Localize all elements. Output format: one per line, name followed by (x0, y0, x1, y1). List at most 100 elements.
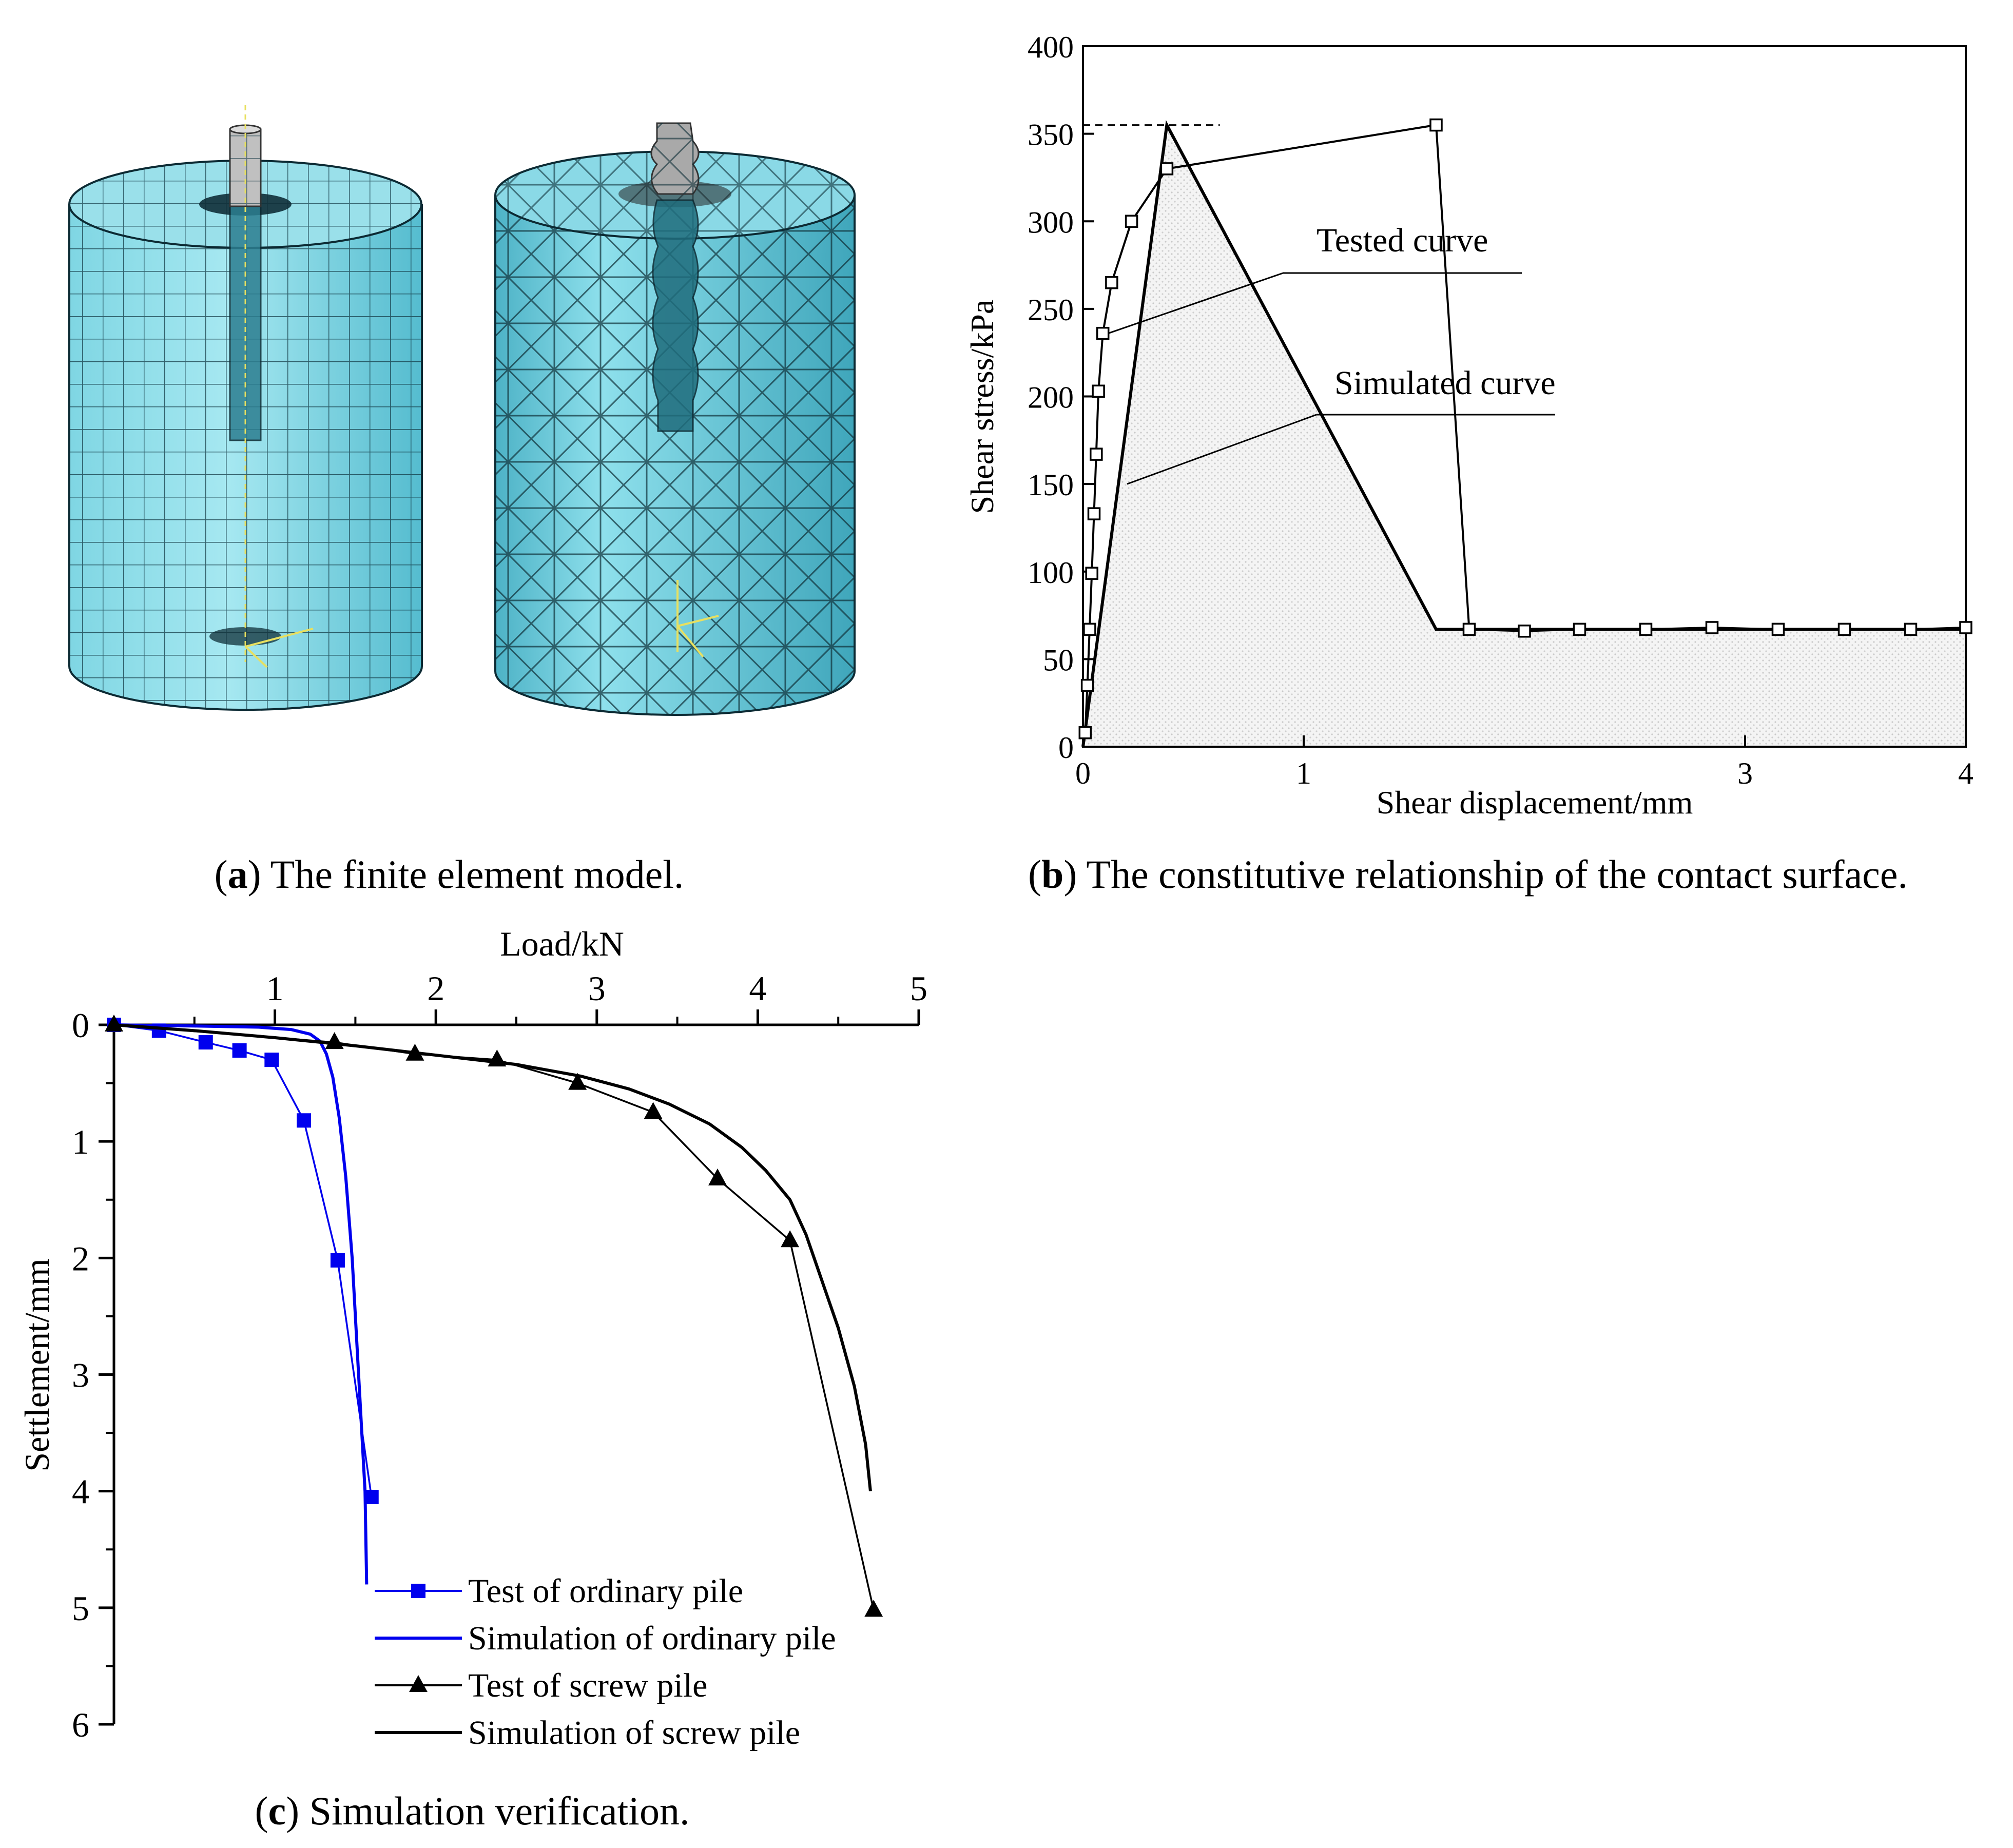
tested-data-point (1429, 118, 1443, 132)
data-point (644, 1102, 663, 1119)
simulated-curve-line (1081, 120, 1966, 747)
series-line (113, 1024, 373, 1497)
tested-data-point (1125, 215, 1138, 228)
x-axis-label: Load/kN (500, 924, 624, 963)
x-tick-label: 5 (910, 969, 927, 1008)
legend-label: Simulation of ordinary pile (468, 1620, 836, 1657)
legend-swatch-marker (409, 1675, 428, 1692)
data-point (864, 1600, 883, 1617)
panel-c-caption: (c) Simulation verification. (255, 1788, 690, 1833)
tested-data-point (1462, 623, 1476, 636)
legend-item: Simulation of ordinary pile (375, 1620, 836, 1657)
x-tick-label: 4 (749, 969, 766, 1008)
tested-data-point (1090, 448, 1103, 461)
y-tick-label: 0 (72, 1006, 89, 1045)
x-axis-label: Shear displacement/mm (1377, 784, 1693, 821)
data-point (198, 1035, 213, 1050)
series-line (113, 1023, 369, 1585)
y-tick-label: 3 (72, 1356, 89, 1395)
panel-b-constitutive-chart: 0 50 100 150 200 250 300 350 400 0 1 3 4 Tested cur… (964, 30, 1973, 897)
x-axis-ticks: 0 1 3 4 (1075, 735, 1973, 790)
tested-data-point (1160, 162, 1174, 176)
tested-curve-label: Tested curve (1317, 222, 1488, 259)
y-tick-label: 250 (1028, 293, 1074, 327)
y-tick-label: 6 (72, 1705, 89, 1744)
simulated-curve-label: Simulated curve (1334, 364, 1556, 402)
cylinder-model-ordinary-pile (68, 105, 423, 711)
tested-data-point (1518, 625, 1531, 638)
data-point (781, 1230, 800, 1248)
legend: Test of ordinary pile Simulation of ordin… (366, 1572, 836, 1752)
y-axis-label: Shear stress/kPa (964, 300, 1000, 514)
y-tick-label: 350 (1028, 118, 1074, 152)
legend-item: Test of screw pile (375, 1667, 707, 1704)
y-tick-label: 100 (1028, 556, 1074, 590)
legend-item: Simulation of screw pile (375, 1714, 800, 1752)
data-point (325, 1032, 344, 1049)
series-line (113, 1024, 875, 1610)
legend-label: Simulation of screw pile (468, 1714, 800, 1752)
panel-a-caption: (a) The finite element model. (215, 852, 684, 897)
data-point (232, 1043, 247, 1058)
data-point (297, 1113, 312, 1128)
x-tick-label: 1 (266, 969, 284, 1008)
data-point (708, 1168, 727, 1185)
legend-item: Test of ordinary pile (375, 1572, 743, 1610)
simulated-curve-leader (1127, 414, 1317, 485)
series-group (105, 1015, 883, 1617)
y-axis-label: Settlement/mm (17, 1258, 56, 1472)
y-tick-label: 50 (1043, 643, 1074, 677)
y-tick-label: 5 (72, 1589, 89, 1628)
y-tick-label: 400 (1028, 30, 1074, 64)
tested-data-point (1092, 384, 1105, 398)
y-tick-label: 150 (1028, 468, 1074, 502)
panel-a-finite-element-model: (a) The finite element model. (68, 105, 856, 897)
data-point (568, 1073, 587, 1090)
data-point (264, 1053, 279, 1067)
x-axis-ticks: 1 2 3 4 5 (193, 969, 927, 1025)
tested-data-point (1705, 621, 1719, 634)
tested-data-point (1080, 678, 1094, 692)
x-tick-label: 1 (1296, 756, 1311, 790)
tested-data-point (1078, 726, 1092, 740)
tested-data-point (1573, 623, 1586, 636)
y-axis-ticks: 0 1 2 3 4 5 6 (72, 1006, 114, 1744)
y-tick-label: 4 (72, 1472, 89, 1511)
spacer (366, 1584, 375, 1591)
y-tick-label: 1 (72, 1122, 89, 1161)
legend-label: Test of screw pile (468, 1667, 707, 1704)
tested-data-point (1087, 507, 1101, 520)
x-tick-label: 3 (588, 969, 606, 1008)
series-1 (113, 1023, 369, 1585)
tested-data-point (1837, 623, 1851, 636)
y-tick-label: 2 (72, 1239, 89, 1278)
x-tick-label: 4 (1958, 756, 1973, 790)
series-3 (113, 1023, 872, 1491)
simulated-curve-area-fill (1083, 125, 1966, 747)
x-tick-label: 2 (427, 969, 444, 1008)
y-tick-label: 0 (1058, 731, 1074, 765)
tested-curve-leader (1108, 272, 1284, 335)
data-point (105, 1015, 123, 1032)
tested-data-point (1771, 623, 1785, 636)
y-tick-label: 200 (1028, 381, 1074, 415)
tested-data-point (1105, 276, 1118, 289)
tested-data-point (1639, 623, 1653, 636)
tested-data-point (1083, 623, 1096, 636)
series-line (113, 1023, 872, 1491)
panel-c-verification-chart: 1 2 3 4 5 0 1 2 3 4 5 6 Load/kN Settlement/mm Test… (17, 924, 927, 1833)
data-point (330, 1253, 345, 1268)
x-tick-label: 0 (1075, 756, 1091, 790)
y-axis-ticks: 0 50 100 150 200 250 300 350 400 (1028, 30, 1094, 765)
tested-data-point (1904, 623, 1918, 636)
x-tick-label: 3 (1737, 756, 1753, 790)
legend-swatch-marker (411, 1584, 425, 1598)
tested-data-point (1085, 567, 1098, 580)
series-0 (107, 1018, 379, 1505)
series-2 (105, 1015, 883, 1617)
tested-curve-markers (1078, 118, 1972, 740)
tested-data-point (1959, 621, 1972, 634)
y-tick-label: 300 (1028, 205, 1074, 239)
tested-data-point (1096, 326, 1110, 340)
